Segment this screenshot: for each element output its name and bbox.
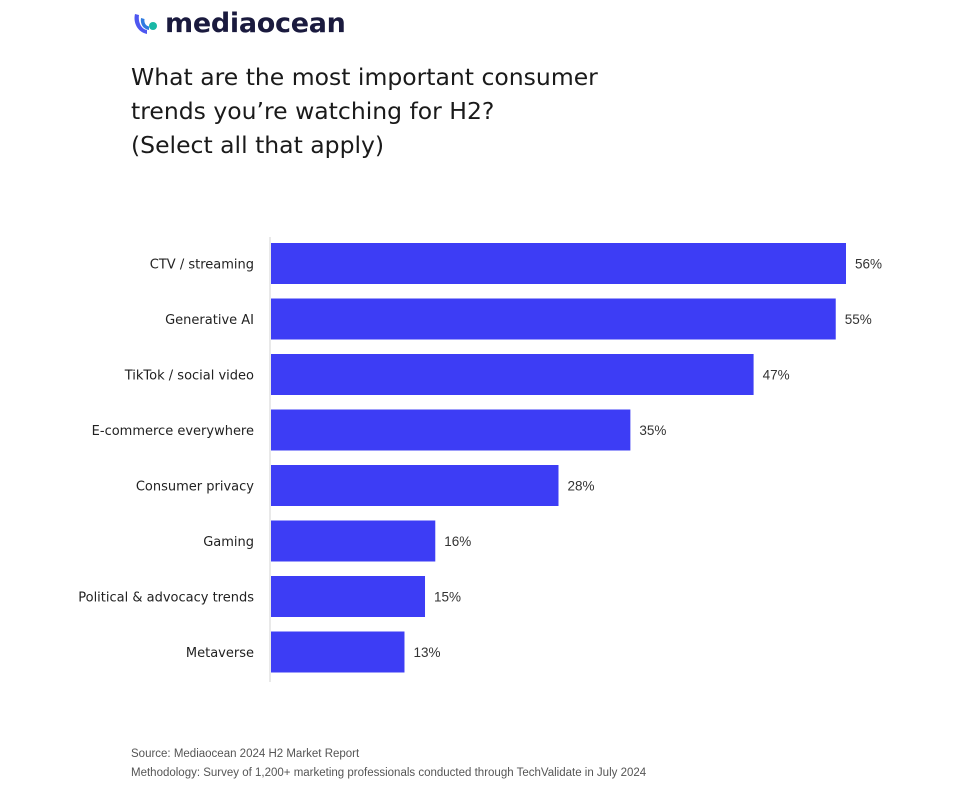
bar-7 <box>271 631 405 673</box>
category-label: TikTok / social video <box>124 369 254 384</box>
category-label: Consumer privacy <box>136 480 254 495</box>
value-label: 47% <box>763 368 790 383</box>
category-label: Gaming <box>203 535 254 550</box>
title-line: What are the most important consumer <box>131 63 598 91</box>
category-label: Metaverse <box>186 646 254 661</box>
bar-3 <box>271 409 631 451</box>
bar-1 <box>271 298 836 340</box>
methodology-note: Methodology: Survey of 1,200+ marketing … <box>131 767 647 779</box>
title-line: trends you’re watching for H2? <box>131 97 495 125</box>
source-note: Source: Mediaocean 2024 H2 Market Report <box>131 748 360 760</box>
mediaocean-wave-icon <box>134 13 157 34</box>
value-label: 15% <box>434 590 461 605</box>
bar-2 <box>271 354 754 395</box>
category-label: Generative AI <box>165 313 254 328</box>
chart-title: What are the most important consumer tre… <box>131 60 751 162</box>
chart-footer: Source: Mediaocean 2024 H2 Market Report… <box>131 745 646 783</box>
value-label: 13% <box>413 645 440 660</box>
bar-6 <box>271 576 426 617</box>
brand-name: mediaocean <box>165 8 346 39</box>
bar-chart: CTV / streaming 56% Generative AI 55% TikTok… <box>78 237 882 682</box>
value-label: 28% <box>568 479 595 494</box>
category-label: CTV / streaming <box>150 258 254 273</box>
title-line: (Select all that apply) <box>131 131 385 159</box>
value-label: 35% <box>639 423 666 438</box>
value-label: 16% <box>444 534 471 549</box>
value-label: 55% <box>845 312 872 327</box>
category-label: Political & advocacy trends <box>78 591 254 606</box>
bar-0 <box>271 243 846 284</box>
bar-4 <box>271 465 559 506</box>
value-label: 56% <box>855 257 882 272</box>
bar-5 <box>271 520 436 562</box>
brand-logo: mediaocean <box>131 8 346 39</box>
category-label: E-commerce everywhere <box>92 424 254 439</box>
